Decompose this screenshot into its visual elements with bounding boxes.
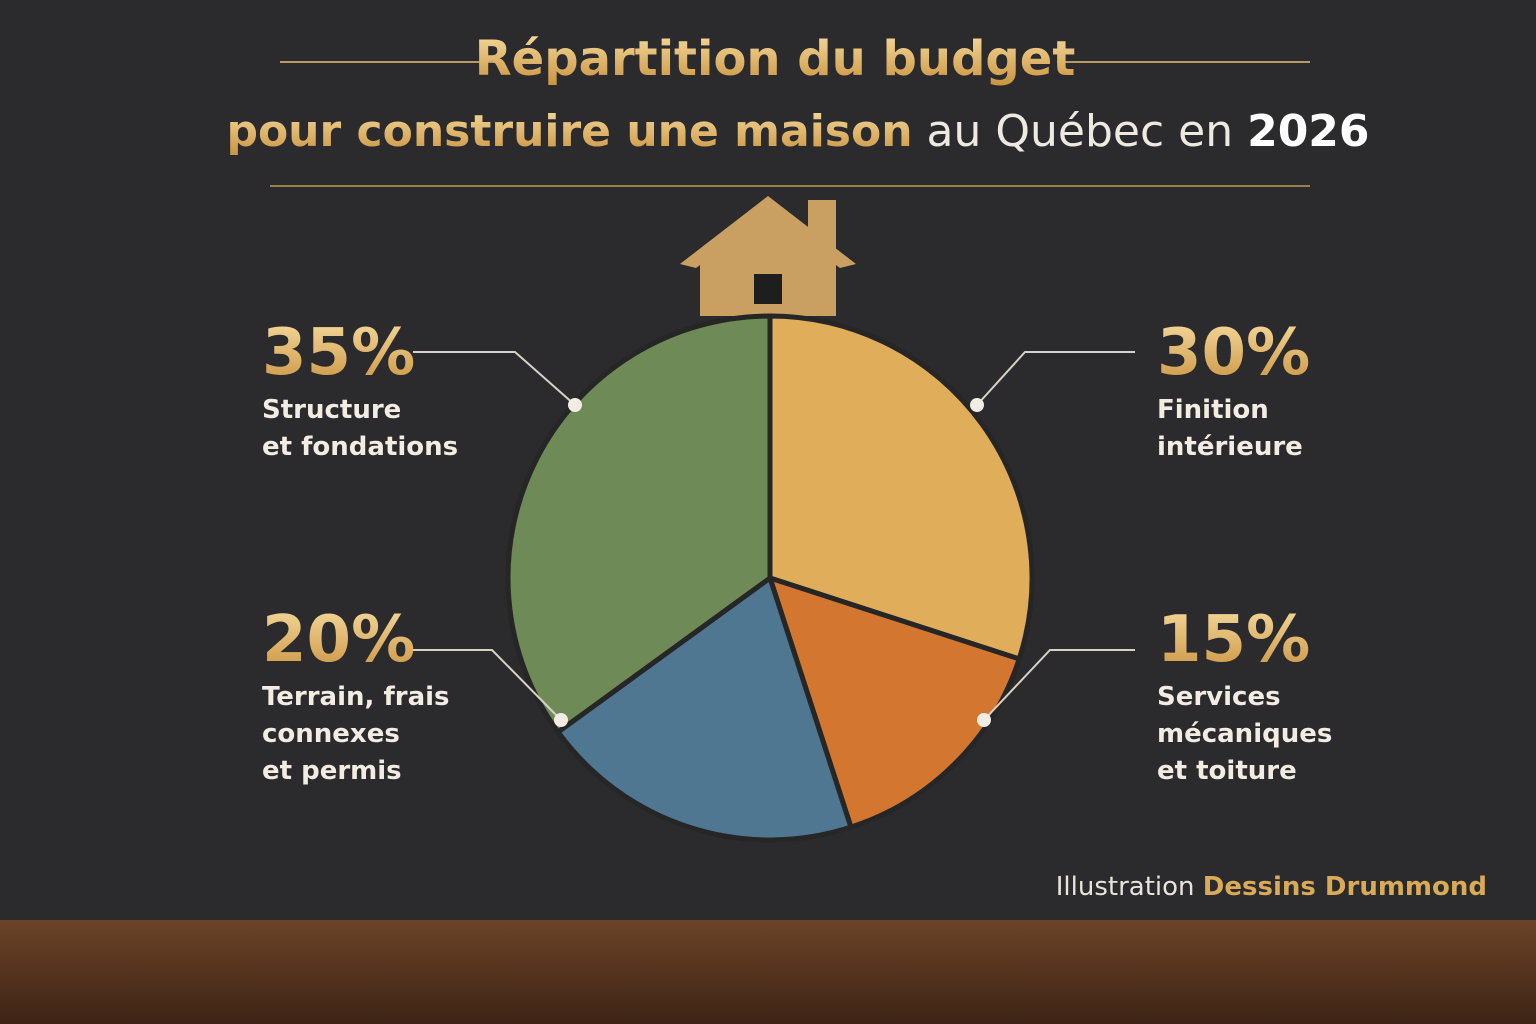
- leader-dot: [554, 713, 568, 727]
- chart-subtitle: pour construire une maison au Québec en …: [226, 106, 1369, 157]
- house-icon: [680, 196, 856, 316]
- pie-slice: [554, 573, 855, 843]
- value-label: 35%: [262, 316, 415, 390]
- leader-line: [983, 649, 1135, 721]
- wood-floor: [0, 920, 1536, 1024]
- chart-title: Répartition du budget: [475, 31, 1076, 87]
- pie-slice: [505, 313, 773, 736]
- leader-line: [413, 649, 562, 721]
- pie-slice: [767, 313, 1035, 663]
- credit-part: Dessins Drummond: [1203, 872, 1487, 902]
- credit: Illustration Dessins Drummond: [1056, 872, 1487, 902]
- category-label: Terrain, frais connexes et permis: [262, 682, 450, 786]
- category-label: Structure et fondations: [262, 395, 459, 462]
- category-label: Services mécaniques et toiture: [1157, 682, 1333, 786]
- value-label: 30%: [1157, 316, 1310, 390]
- leader-dot: [977, 713, 991, 727]
- category-label: Finition intérieure: [1157, 395, 1303, 462]
- value-label: 15%: [1157, 603, 1310, 677]
- leader-line: [413, 351, 576, 406]
- value-label: 20%: [262, 603, 415, 677]
- credit-part: Illustration: [1056, 872, 1195, 902]
- leader-line: [976, 351, 1135, 406]
- title-part: au Québec en: [927, 106, 1234, 157]
- leader-dot: [970, 398, 984, 412]
- leader-dot: [568, 398, 582, 412]
- title-part: pour construire une maison: [226, 106, 912, 157]
- title-part: 2026: [1247, 106, 1369, 157]
